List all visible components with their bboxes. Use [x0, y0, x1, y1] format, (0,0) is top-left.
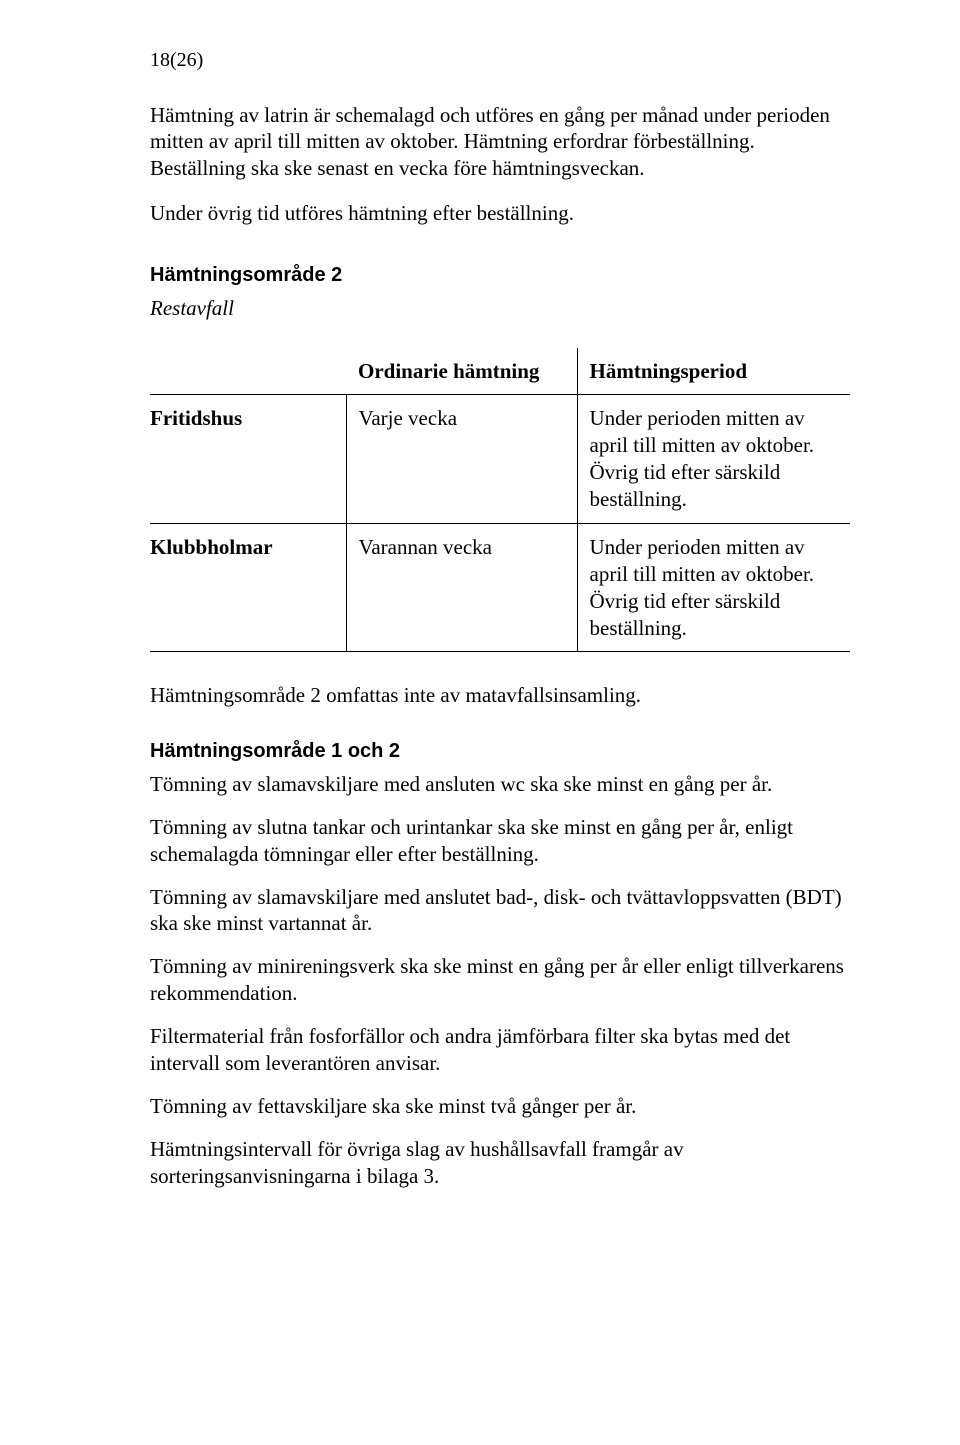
section2-heading: Hämtningsområde 1 och 2	[150, 739, 850, 765]
section2-para: Tömning av slutna tankar och urintankar …	[150, 814, 850, 868]
row-period: Under perioden mitten av april till mitt…	[577, 395, 850, 524]
row-freq: Varannan vecka	[346, 523, 577, 652]
section1-after: Hämtningsområde 2 omfattas inte av matav…	[150, 682, 850, 709]
row-label: Fritidshus	[150, 395, 346, 524]
intro-para-2: Under övrig tid utföres hämtning efter b…	[150, 200, 850, 227]
col-header-period: Hämtningsperiod	[577, 348, 850, 395]
table-header-row: Ordinarie hämtning Hämtningsperiod	[150, 348, 850, 395]
section2-para: Filtermaterial från fosforfällor och and…	[150, 1023, 850, 1077]
section2-para: Tömning av slamavskiljare med ansluten w…	[150, 771, 850, 798]
section2-para: Tömning av fettavskiljare ska ske minst …	[150, 1093, 850, 1120]
row-label: Klubbholmar	[150, 523, 346, 652]
col-header-empty	[150, 348, 346, 395]
row-freq: Varje vecka	[346, 395, 577, 524]
table-row: Klubbholmar Varannan vecka Under periode…	[150, 523, 850, 652]
section1-subheading: Restavfall	[150, 295, 850, 322]
col-header-ordinarie: Ordinarie hämtning	[346, 348, 577, 395]
row-period: Under perioden mitten av april till mitt…	[577, 523, 850, 652]
section2-para: Hämtningsintervall för övriga slag av hu…	[150, 1136, 850, 1190]
section2-para: Tömning av minireningsverk ska ske minst…	[150, 953, 850, 1007]
schedule-table: Ordinarie hämtning Hämtningsperiod Friti…	[150, 348, 850, 653]
section1-heading: Hämtningsområde 2	[150, 263, 850, 289]
page-number: 18(26)	[150, 48, 850, 74]
section2-para: Tömning av slamavskiljare med anslutet b…	[150, 884, 850, 938]
table-row: Fritidshus Varje vecka Under perioden mi…	[150, 395, 850, 524]
intro-para-1: Hämtning av latrin är schemalagd och utf…	[150, 102, 850, 183]
